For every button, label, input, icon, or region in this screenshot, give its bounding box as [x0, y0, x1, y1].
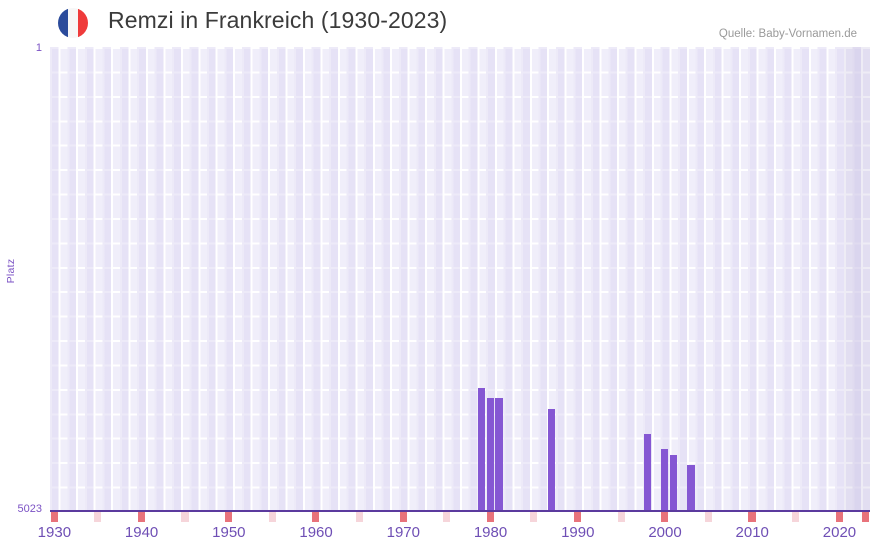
- x-tick-1935: [94, 512, 102, 522]
- x-tick-2000: [661, 512, 669, 522]
- bar-1998[interactable]: [643, 434, 651, 511]
- y-axis-title: Platz: [5, 258, 17, 284]
- x-axis-label-2000: 2000: [648, 524, 682, 541]
- x-axis-label-1960: 1960: [299, 524, 333, 541]
- x-tick-1980: [486, 512, 494, 522]
- bar-1979[interactable]: [478, 387, 486, 511]
- chart-header: Remzi in Frankreich (1930-2023) Quelle: …: [0, 0, 873, 46]
- x-tick-1940: [137, 512, 145, 522]
- bar-2003[interactable]: [687, 465, 695, 511]
- x-axis-label-1990: 1990: [561, 524, 595, 541]
- bar-2001[interactable]: [669, 455, 678, 511]
- x-tick-2023: [861, 512, 869, 522]
- bar-2000[interactable]: [661, 448, 669, 511]
- x-axis-label-1980: 1980: [473, 524, 508, 541]
- x-axis-label-1930: 1930: [37, 524, 72, 541]
- x-tick-1945: [181, 512, 189, 522]
- bar-1980[interactable]: [486, 398, 494, 511]
- x-tick-1965: [355, 512, 364, 522]
- x-tick-1950: [225, 512, 233, 522]
- x-tick-1990: [574, 512, 582, 522]
- x-tick-1955: [268, 512, 276, 522]
- x-axis-tick-marks: [50, 512, 870, 522]
- forecast-shaded-region: [843, 47, 870, 511]
- x-tick-2005: [704, 512, 712, 522]
- x-tick-1985: [530, 512, 538, 522]
- x-tick-1970: [399, 512, 407, 522]
- x-axis-label-1950: 1950: [212, 524, 246, 541]
- x-axis-line: [50, 510, 870, 512]
- x-tick-1995: [617, 512, 625, 522]
- y-axis-bottom-tick-label: 5023: [17, 503, 42, 515]
- bar-1981[interactable]: [495, 398, 503, 511]
- chart-source-label: Quelle: Baby-Vornamen.de: [718, 28, 857, 40]
- france-flag-icon: [58, 8, 88, 38]
- x-tick-1960: [312, 512, 320, 522]
- grid-column-bands: [50, 47, 870, 511]
- x-axis-label-2020: 2020: [822, 524, 857, 541]
- x-axis-label-2010: 2010: [735, 524, 769, 541]
- plot-area: [50, 47, 870, 511]
- x-tick-1975: [443, 512, 451, 522]
- y-axis-top-tick-label: 1: [35, 42, 42, 54]
- page-title: Remzi in Frankreich (1930-2023): [108, 7, 448, 33]
- bar-1987[interactable]: [547, 409, 555, 511]
- x-tick-2010: [748, 512, 756, 522]
- x-axis-label-1940: 1940: [124, 524, 159, 541]
- x-tick-2015: [792, 512, 800, 522]
- x-tick-1930: [50, 512, 58, 522]
- x-tick-2020: [835, 512, 843, 522]
- x-axis-label-1970: 1970: [386, 524, 420, 541]
